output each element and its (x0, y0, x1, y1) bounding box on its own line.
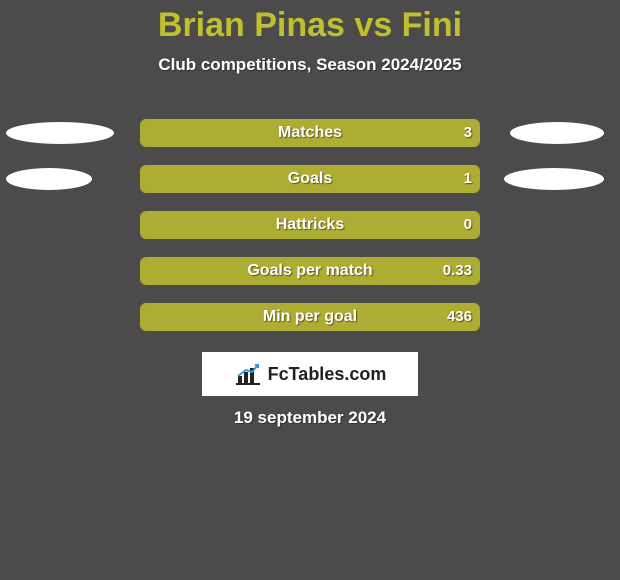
stat-label: Matches (140, 119, 480, 147)
comparison-infographic: Brian Pinas vs Fini Club competitions, S… (0, 0, 620, 580)
stat-rows: Matches3Goals1Hattricks0Goals per match0… (0, 110, 620, 340)
logo-bars-icon (234, 362, 262, 386)
logo-text: FcTables.com (268, 364, 387, 385)
stat-label: Min per goal (140, 303, 480, 331)
stat-row: Goals per match0.33 (0, 248, 620, 294)
page-title: Brian Pinas vs Fini (0, 0, 620, 45)
right-ellipse (504, 168, 604, 190)
stat-label: Hattricks (140, 211, 480, 239)
infographic-date: 19 september 2024 (0, 408, 620, 428)
stat-value: 3 (464, 119, 472, 147)
stat-row: Hattricks0 (0, 202, 620, 248)
left-ellipse (6, 122, 114, 144)
stat-value: 436 (447, 303, 472, 331)
fctables-logo: FcTables.com (202, 352, 418, 396)
stat-row: Min per goal436 (0, 294, 620, 340)
left-ellipse (6, 168, 92, 190)
stat-value: 0.33 (443, 257, 472, 285)
right-ellipse (510, 122, 604, 144)
stat-value: 0 (464, 211, 472, 239)
stat-row: Goals1 (0, 156, 620, 202)
stat-label: Goals (140, 165, 480, 193)
subtitle: Club competitions, Season 2024/2025 (0, 55, 620, 75)
stat-row: Matches3 (0, 110, 620, 156)
stat-label: Goals per match (140, 257, 480, 285)
stat-value: 1 (464, 165, 472, 193)
